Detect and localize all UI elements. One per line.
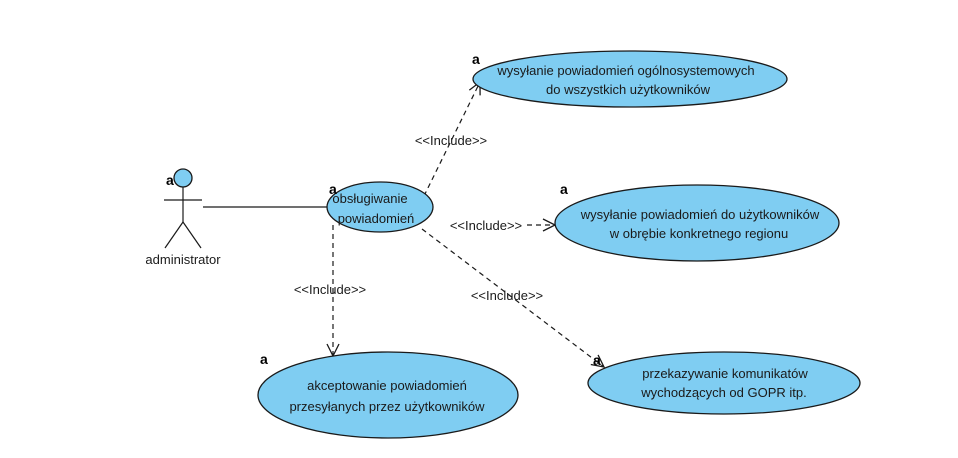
use-case-accept[interactable]: akceptowanie powiadomień przesyłanych pr… xyxy=(257,351,519,439)
use-case-accept-line1: akceptowanie powiadomień xyxy=(307,378,467,393)
actor-label: administrator xyxy=(145,252,221,267)
include-label-gopr: <<Include>> xyxy=(471,288,543,303)
include-label-system-wide: <<Include>> xyxy=(415,133,487,148)
use-case-system-wide-line2: do wszystkich użytkowników xyxy=(546,82,711,97)
include-edge-regional: <<Include>> xyxy=(450,218,555,233)
use-case-main-marker: a xyxy=(329,181,337,197)
include-edge-accept: <<Include>> xyxy=(294,225,366,356)
use-case-regional-marker: a xyxy=(560,181,568,197)
include-edge-system-wide: <<Include>> xyxy=(415,82,487,197)
use-case-system-wide-line1: wysyłanie powiadomień ogólnosystemowych xyxy=(496,63,754,78)
actor-right-leg xyxy=(182,221,202,249)
use-case-obslugiwanie-powiadomien[interactable]: obsługiwanie powiadomień a xyxy=(326,181,434,233)
actor-left-leg xyxy=(164,221,184,249)
use-case-main-line1: obsługiwanie xyxy=(332,191,407,206)
actor-marker: a xyxy=(166,172,174,188)
use-case-system-wide-marker: a xyxy=(472,51,480,67)
use-case-system-wide[interactable]: wysyłanie powiadomień ogólnosystemowych … xyxy=(472,50,788,108)
actor-administrator[interactable]: a administrator xyxy=(145,168,221,267)
use-case-main-line2: powiadomień xyxy=(338,211,415,226)
include-edge-gopr: <<Include>> xyxy=(421,228,604,367)
actor-head xyxy=(173,168,193,188)
use-case-regional-line2: w obrębie konkretnego regionu xyxy=(609,226,789,241)
use-case-gopr-line1: przekazywanie komunikatów xyxy=(642,366,808,381)
use-case-gopr[interactable]: przekazywanie komunikatów wychodzących o… xyxy=(587,351,861,415)
include-label-regional: <<Include>> xyxy=(450,218,522,233)
use-case-regional[interactable]: wysyłanie powiadomień do użytkowników w … xyxy=(554,181,840,262)
use-case-accept-marker: a xyxy=(260,351,268,367)
use-case-gopr-marker: a xyxy=(593,352,601,368)
use-case-gopr-line2: wychodzących od GOPR itp. xyxy=(640,385,806,400)
use-case-accept-line2: przesyłanych przez użytkowników xyxy=(289,399,485,414)
use-case-regional-line1: wysyłanie powiadomień do użytkowników xyxy=(580,207,820,222)
include-label-accept: <<Include>> xyxy=(294,282,366,297)
